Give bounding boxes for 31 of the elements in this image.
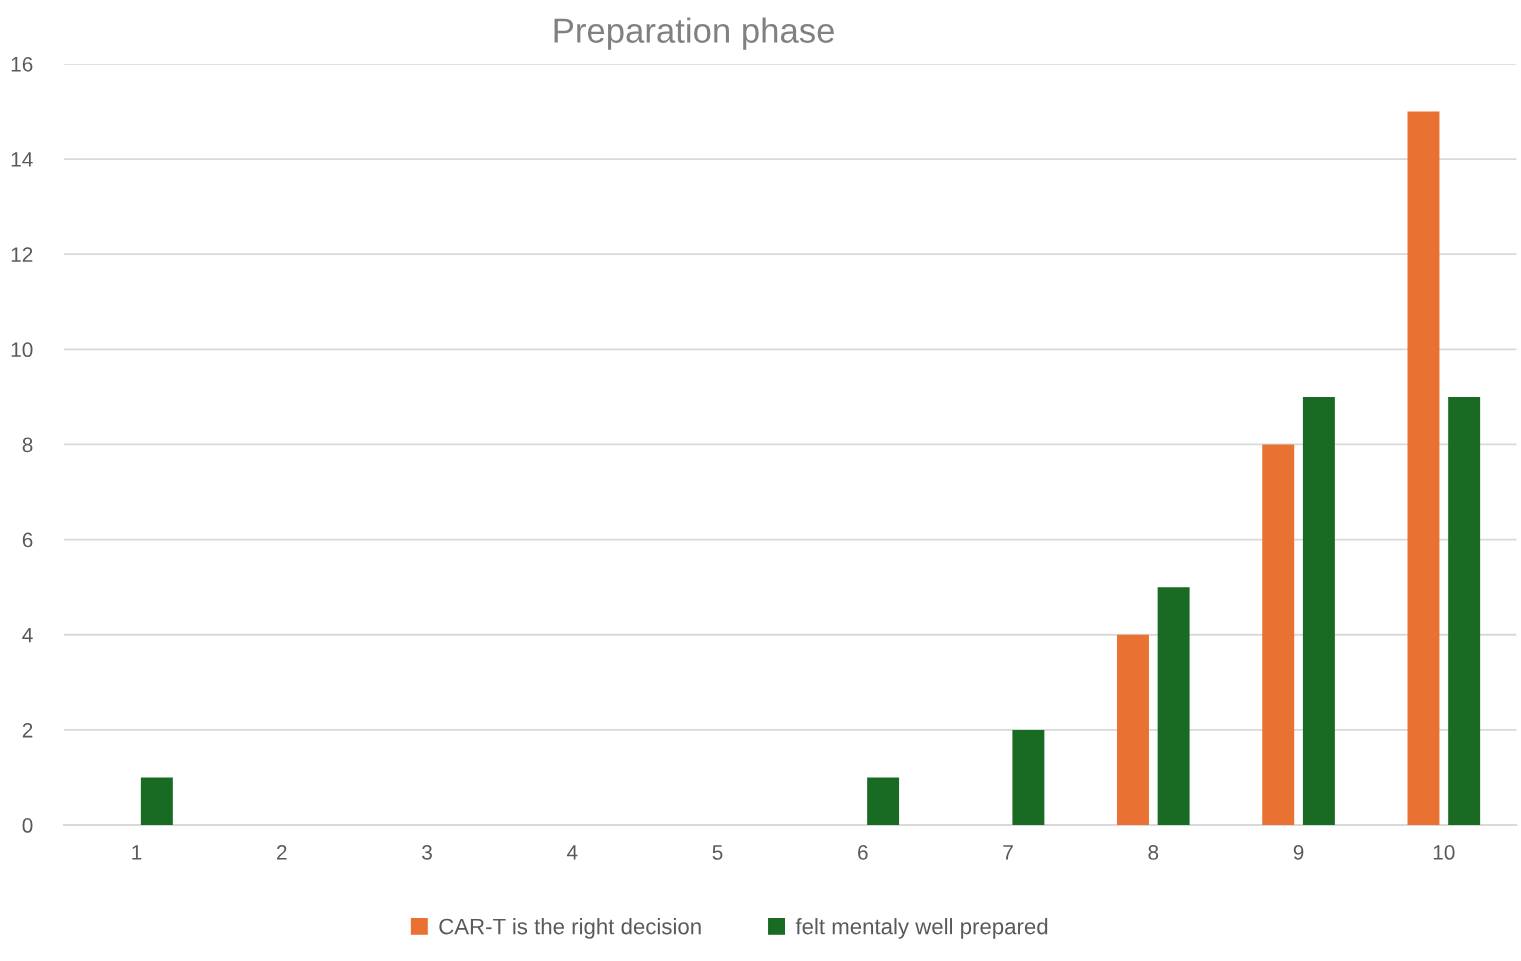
y-tick-label: 14 bbox=[11, 152, 33, 167]
y-tick-label: 4 bbox=[22, 627, 33, 643]
bar bbox=[1262, 444, 1295, 826]
x-tick-label: 1 bbox=[132, 845, 142, 860]
y-tick-label: 0 bbox=[22, 818, 33, 833]
y-tick-label: 2 bbox=[22, 722, 33, 738]
x-tick-label: 10 bbox=[1433, 845, 1455, 860]
legend-label: felt mentaly well prepared bbox=[795, 918, 1048, 939]
chart-title: Preparation phase bbox=[554, 17, 834, 50]
x-tick-label: 8 bbox=[1148, 845, 1159, 860]
bar bbox=[1012, 729, 1045, 826]
y-tick-label: 8 bbox=[22, 437, 33, 453]
bar bbox=[1302, 396, 1335, 826]
x-tick-label: 2 bbox=[277, 845, 287, 860]
x-tick-label: 7 bbox=[1003, 845, 1013, 860]
y-tick-label: 10 bbox=[11, 342, 33, 358]
x-tick-label: 4 bbox=[566, 845, 578, 860]
y-tick-label: 12 bbox=[11, 247, 33, 262]
x-tick-label: 3 bbox=[422, 845, 432, 860]
x-tick-label: 6 bbox=[858, 845, 868, 860]
bar bbox=[1407, 111, 1440, 826]
y-tick-label: 6 bbox=[22, 532, 33, 548]
bar bbox=[1448, 396, 1481, 826]
legend-label: CAR-T is the right decision bbox=[439, 918, 701, 939]
y-tick-label: 16 bbox=[11, 56, 33, 72]
bar bbox=[1116, 634, 1149, 826]
bar bbox=[1157, 587, 1190, 826]
bar bbox=[867, 777, 900, 826]
x-tick-label: 5 bbox=[712, 845, 723, 860]
bar bbox=[140, 777, 173, 826]
x-tick-label: 9 bbox=[1293, 845, 1304, 860]
